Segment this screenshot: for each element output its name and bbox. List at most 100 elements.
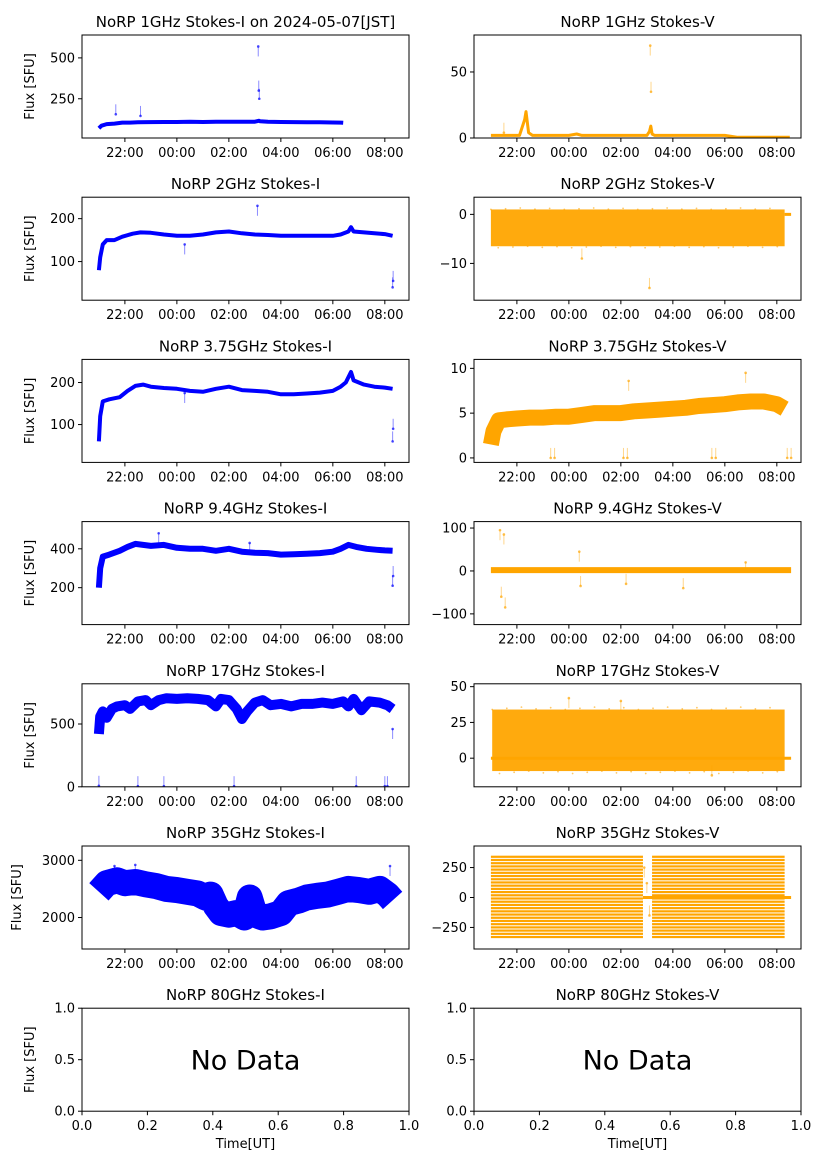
data-series-stokes-i (96, 370, 393, 442)
axes-frame (81, 358, 410, 463)
chart-data-layer (490, 696, 792, 777)
data-point (608, 708, 611, 710)
x-tick-label: 0.6 (268, 1119, 289, 1134)
x-tick-label: 06:00 (706, 795, 743, 810)
data-point (769, 207, 771, 210)
data-point (695, 207, 698, 210)
data-point (527, 770, 530, 772)
y-tick-label: 3000 (42, 854, 75, 869)
data-stripe (652, 865, 785, 868)
chart-panel-5-right: NoRP 35GHz Stokes-V −250 0 250 22:00 00:00 02:… (431, 824, 802, 972)
data-point (498, 772, 501, 775)
data-point (505, 707, 508, 710)
data-point (744, 371, 747, 375)
y-tick-label: 100 (442, 522, 467, 537)
data-point (629, 245, 632, 248)
data-stripe (490, 910, 643, 913)
chart-data-layer (95, 531, 395, 588)
x-tick-label: 04:00 (262, 633, 299, 648)
data-point (542, 772, 545, 774)
axes-frame (473, 683, 802, 788)
data-point (776, 245, 779, 248)
x-tick-label: 06:00 (314, 308, 351, 323)
chart-panel-1-left: NoRP 2GHz Stokes-I 100 200 22:00 00:00 02:00 0… (23, 175, 410, 323)
data-point (695, 706, 698, 709)
y-axis-label: Flux [SFU] (10, 864, 25, 931)
data-point (627, 379, 630, 383)
chart-panel-3-right: NoRP 9.4GHz Stokes-V −100 0 100 22:00 00:00 02… (431, 500, 802, 648)
y-axis-label: Flux [SFU] (23, 215, 38, 282)
data-point (648, 914, 651, 917)
data-point (549, 456, 552, 460)
data-point (519, 207, 522, 209)
x-tick-label: 06:00 (706, 957, 743, 972)
data-stripe (490, 871, 643, 874)
data-point (157, 531, 160, 535)
x-tick-label: 02:00 (602, 470, 639, 485)
data-point (593, 706, 596, 708)
chart-data-layer (490, 528, 792, 609)
data-point (622, 456, 625, 460)
data-point (614, 246, 617, 249)
x-tick-label: 00:00 (158, 470, 195, 485)
chart-title: NoRP 80GHz Stokes-V (556, 986, 721, 1004)
data-point (579, 584, 582, 588)
x-tick-label: 06:00 (314, 957, 351, 972)
y-tick-label: 100 (50, 418, 75, 433)
chart-data-layer (483, 371, 793, 460)
data-point (585, 246, 588, 248)
x-tick-label: 00:00 (550, 308, 587, 323)
axes-frame (473, 358, 802, 463)
x-tick-label: 08:00 (366, 470, 403, 485)
data-stripe (652, 890, 785, 894)
x-tick-label: 04:00 (262, 146, 299, 161)
data-point (724, 207, 727, 210)
data-point (578, 207, 580, 210)
x-tick-label: 02:00 (602, 957, 639, 972)
x-tick-label: 00:00 (158, 633, 195, 648)
chart-data-layer (97, 45, 344, 130)
data-stripe (490, 916, 643, 919)
x-tick-label: 0.0 (464, 1119, 485, 1134)
x-tick-label: 00:00 (158, 146, 195, 161)
data-point (114, 112, 118, 116)
data-point (491, 708, 494, 711)
x-tick-label: 08:00 (758, 308, 795, 323)
data-stripe (490, 858, 643, 862)
x-tick-label: 04:00 (654, 633, 691, 648)
data-stripe (652, 871, 785, 874)
data-stripe (490, 874, 643, 878)
data-point (688, 772, 691, 774)
data-point (391, 427, 395, 431)
chart-panel-2-left: NoRP 3.75GHz Stokes-I 100 200 22:00 00:00 02:… (23, 337, 410, 485)
chart-data-layer (96, 204, 395, 289)
data-point (257, 97, 261, 101)
data-point (747, 245, 749, 248)
x-tick-label: 04:00 (262, 957, 299, 972)
y-tick-label: 0.0 (446, 1105, 467, 1120)
data-point (592, 207, 595, 209)
data-point (391, 584, 394, 588)
data-band (490, 209, 785, 247)
data-stripe (652, 907, 785, 910)
y-tick-label: 200 (50, 212, 75, 227)
no-data-label: No Data (583, 1046, 693, 1077)
data-point (535, 708, 537, 710)
chart-title: NoRP 1GHz Stokes-I on 2024-05-07[JST] (96, 13, 396, 31)
chart-panel-2-right: NoRP 3.75GHz Stokes-V 0 5 10 22:00 00:00 02:00… (450, 337, 802, 485)
data-point (619, 699, 623, 703)
y-axis-label: Flux [SFU] (23, 702, 38, 769)
data-stripe (490, 926, 643, 929)
chart-data-layer (96, 370, 395, 443)
data-point (739, 207, 742, 209)
data-point (644, 246, 647, 249)
data-stripe (490, 878, 643, 881)
data-point (624, 582, 628, 586)
data-series-stokes-i (96, 225, 394, 271)
data-point (503, 606, 507, 609)
data-point (626, 456, 629, 460)
data-point (732, 771, 735, 774)
x-tick-label: 02:00 (210, 633, 247, 648)
y-tick-label: 1.0 (54, 1002, 75, 1017)
data-stripe (652, 858, 785, 862)
